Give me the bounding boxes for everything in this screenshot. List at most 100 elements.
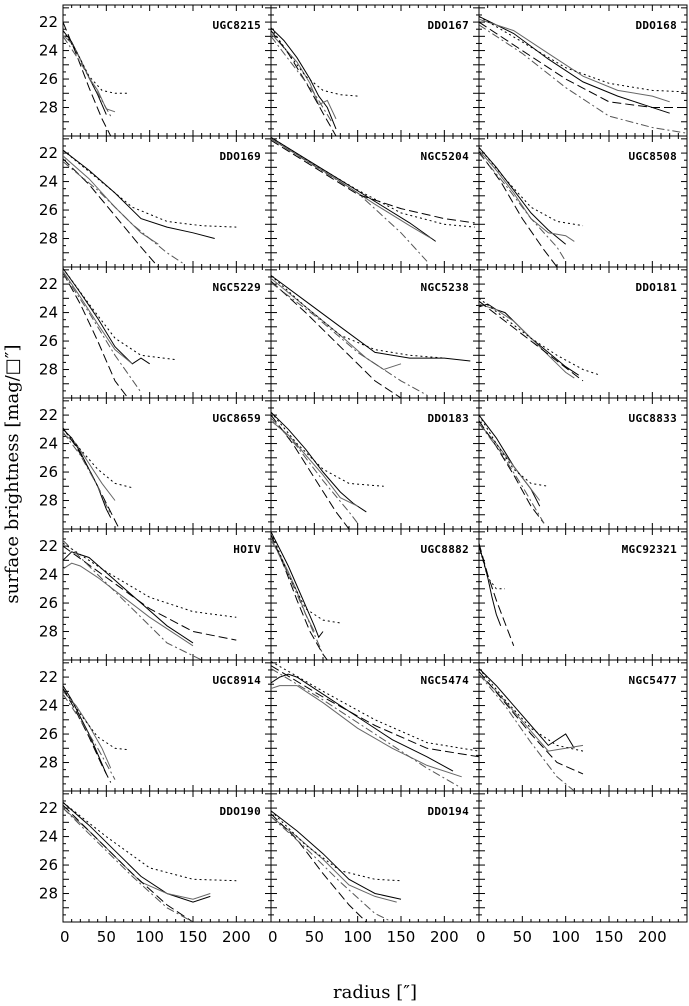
panel-ddo168: DDO168 — [478, 4, 688, 137]
series-profile — [271, 136, 436, 242]
y-tick-label: 22 — [39, 537, 58, 555]
series-model-long-dash — [63, 21, 112, 136]
series-model-dash-dot — [63, 807, 194, 922]
panel-series — [271, 660, 479, 789]
series-model-long-dash — [271, 414, 350, 529]
y-tick-label: 28 — [39, 99, 58, 117]
y-tick-label: 26 — [39, 725, 58, 743]
panel-ugc8914: 22 24 26 28 UGC8914 — [39, 659, 272, 792]
panel-series — [271, 136, 475, 262]
series-model-dash-dot — [63, 161, 185, 265]
y-tick-label: 22 — [39, 668, 58, 686]
panel-ngc5204: NGC5204 — [270, 135, 480, 268]
series-profile — [63, 149, 215, 239]
series-model-short-dash — [271, 531, 341, 624]
panel-series — [479, 668, 584, 791]
series-profile-2 — [63, 433, 116, 501]
panel-ddo190: 22 24 26 28 0 50 100 150 200 DDO190 — [39, 790, 272, 946]
panel-series — [63, 427, 133, 529]
series-profile-2 — [271, 420, 358, 507]
series-model-long-dash — [271, 534, 328, 660]
series-model-short-dash — [63, 542, 237, 618]
y-tick-label: 28 — [39, 754, 58, 772]
panel-label: NGC5477 — [629, 674, 677, 687]
series-model-long-dash — [63, 804, 194, 922]
panel-series — [63, 685, 129, 783]
panel-series — [479, 147, 584, 267]
panel-ugc8215: 22 24 26 28 UGC8215 — [39, 4, 272, 137]
panel-series — [479, 543, 515, 646]
series-model-long-dash — [271, 280, 402, 398]
series-profile — [63, 685, 107, 775]
panel-series — [63, 268, 176, 398]
series-model-long-dash — [63, 688, 112, 783]
panel-series — [63, 149, 237, 267]
panel-label: NGC5229 — [213, 281, 261, 294]
y-tick-label: 28 — [39, 361, 58, 379]
panel-label: NGC5204 — [421, 150, 470, 163]
series-model-long-dash — [479, 21, 687, 108]
series-model-long-dash — [271, 139, 475, 224]
panel-series — [479, 414, 549, 524]
x-tick-label: 150 — [595, 928, 624, 946]
series-model-short-dash — [63, 802, 237, 882]
panel-ngc5474: NGC5474 — [270, 659, 480, 792]
y-tick-label: 28 — [39, 492, 58, 510]
panel-label: UGC8882 — [421, 543, 469, 556]
series-profile-2 — [63, 34, 116, 113]
series-model-dash-dot — [271, 282, 428, 396]
y-tick-label: 26 — [39, 70, 58, 88]
series-model-short-dash — [479, 545, 505, 590]
series-profile — [479, 147, 567, 245]
series-profile-2 — [63, 155, 159, 245]
series-model-short-dash — [63, 688, 129, 751]
series-profile-2 — [271, 816, 397, 903]
x-tick-label: 50 — [97, 928, 116, 946]
series-profile — [479, 668, 575, 749]
panel-label: DDO167 — [427, 19, 469, 32]
panel-label: MGC92321 — [622, 543, 677, 556]
series-profile — [271, 810, 402, 900]
y-tick-label: 24 — [39, 304, 58, 322]
panel-grid: 22 24 26 28 UGC8215 DDO167 DDO168 22 24 26 28 DDO16… — [39, 4, 688, 946]
series-profile-2 — [271, 540, 315, 632]
series-model-dash-dot — [271, 138, 428, 262]
panel-label: UGC8914 — [213, 674, 262, 687]
series-model-short-dash — [271, 810, 402, 882]
x-axis-label: radius [″] — [333, 982, 417, 1003]
panel-label: DDO181 — [635, 281, 677, 294]
series-model-dash-dot — [479, 673, 575, 791]
series-model-long-dash — [63, 427, 120, 529]
series-model-short-dash — [479, 297, 601, 376]
series-model-short-dash — [271, 27, 358, 97]
panel-label: HOIV — [233, 543, 261, 556]
y-tick-label: 22 — [39, 275, 58, 293]
x-tick-label: 150 — [179, 928, 208, 946]
series-model-long-dash — [271, 665, 479, 758]
panel-ddo194: 0 50 100 150 200 DDO194 — [268, 790, 480, 946]
series-profile — [271, 411, 367, 513]
panel-ddo167: DDO167 — [270, 4, 480, 137]
series-model-dash-dot — [63, 431, 112, 516]
x-tick-label: 150 — [387, 928, 416, 946]
x-tick-label: 0 — [60, 928, 70, 946]
panel-series — [63, 802, 237, 922]
series-profile-2 — [271, 685, 462, 778]
y-tick-label: 26 — [39, 332, 58, 350]
series-model-short-dash — [271, 411, 384, 487]
series-model-long-dash — [63, 158, 159, 267]
series-model-dash-dot — [271, 35, 333, 123]
series-profile — [63, 802, 211, 903]
series-profile-2 — [63, 271, 133, 365]
series-profile-2 — [479, 423, 541, 501]
panel-label: NGC5238 — [421, 281, 469, 294]
series-model-long-dash — [479, 543, 515, 646]
y-tick-label: 28 — [39, 230, 58, 248]
series-profile-2 — [479, 18, 670, 103]
series-model-short-dash — [479, 414, 549, 487]
panel-series — [63, 21, 128, 136]
panel-label: NGC5474 — [421, 674, 470, 687]
panel-ddo183: DDO183 — [270, 397, 480, 530]
series-model-dash-dot — [63, 693, 116, 780]
